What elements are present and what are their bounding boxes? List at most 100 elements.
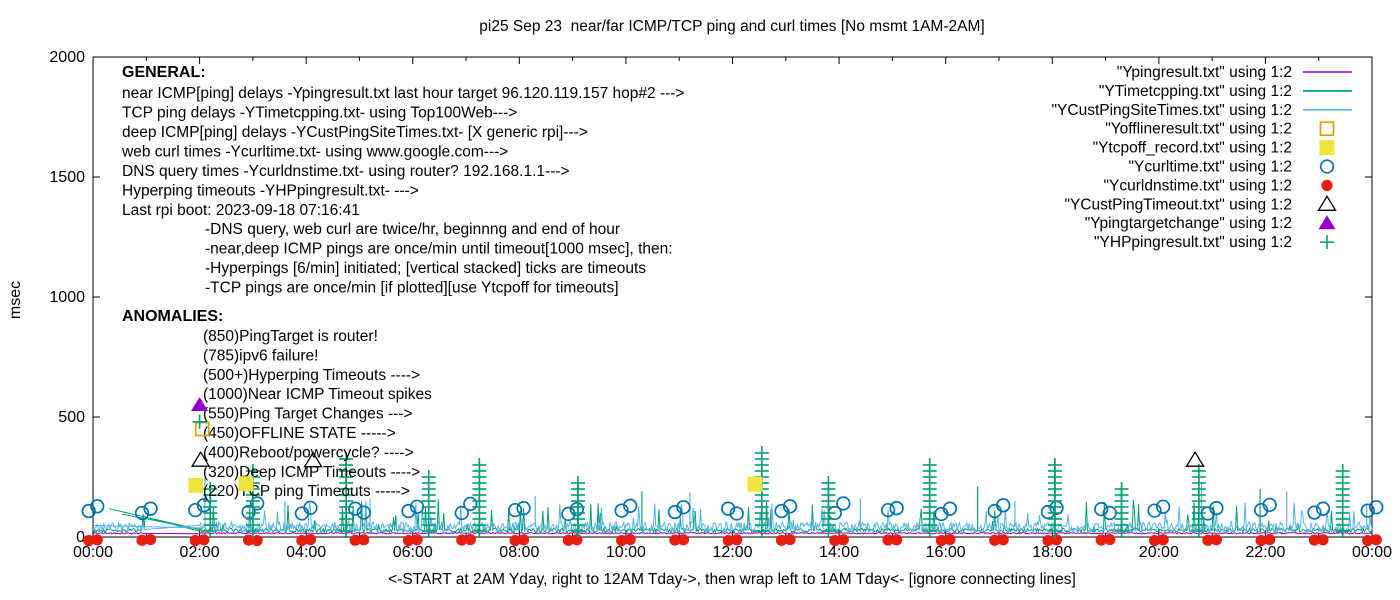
circle-open-marker [1209, 501, 1224, 516]
y-tick-label: 0 [76, 529, 85, 546]
annotation-text: near ICMP[ping] delays -Ypingresult.txt … [121, 85, 685, 500]
general-line: Last rpi boot: 2023-09-18 07:16:41 [122, 202, 360, 219]
circle-filled-marker [882, 534, 894, 546]
circle-filled-marker [517, 534, 530, 546]
anomaly-line: (850)PingTarget is router! [203, 328, 378, 345]
y-tick-label: 1000 [49, 289, 85, 306]
circle-filled-marker [144, 534, 157, 546]
x-tick-label: 00:00 [1352, 544, 1392, 561]
circle-filled-marker [91, 534, 103, 546]
circle-filled-marker [677, 534, 690, 546]
circle-filled-marker [784, 534, 796, 546]
legend-label: "YCustPingSiteTimes.txt" using 1:2 [1052, 102, 1292, 119]
circle-open-marker [676, 500, 691, 515]
square-filled-marker [238, 476, 254, 492]
x-tick-label: 00:00 [73, 544, 113, 561]
circle-filled-marker [624, 534, 636, 546]
triangle-open-marker [1317, 195, 1337, 211]
circle-open-marker [667, 504, 683, 520]
circle-open-marker [454, 505, 469, 521]
legend-label: "YCustPingTimeout.txt" using 1:2 [1064, 196, 1292, 213]
circle-filled-marker [989, 534, 1001, 546]
y-tick-label: 1500 [49, 169, 85, 186]
circle-filled-marker [189, 534, 201, 547]
circle-filled-marker [1264, 534, 1276, 546]
circle-open-marker [1369, 500, 1384, 515]
circle-filled-marker [358, 534, 370, 546]
circle-open-marker [836, 496, 851, 511]
circle-filled-marker [571, 534, 583, 546]
circle-filled-marker [1362, 534, 1374, 547]
circle-filled-marker [296, 534, 308, 547]
circle-filled-marker [669, 534, 681, 546]
circle-filled-marker [349, 534, 361, 546]
circle-filled-marker [997, 534, 1009, 546]
anomaly-line: (400)Reboot/powercycle? ----> [203, 444, 414, 461]
legend-label: "Ytcpoff_record.txt" using 1:2 [1093, 140, 1292, 157]
circle-open-marker [614, 503, 629, 518]
circle-filled-marker [509, 534, 521, 547]
circle-open-marker [1155, 499, 1171, 514]
series-line [92, 531, 1372, 535]
circle-open-marker [996, 498, 1011, 513]
x-tick-label: 12:00 [712, 544, 752, 561]
circle-filled-marker [198, 534, 210, 546]
circle-open-marker [303, 500, 318, 515]
circle-open-marker [1307, 505, 1322, 520]
circle-filled-marker [837, 534, 849, 546]
circle-open-marker [81, 503, 96, 519]
legend-label: "Ycurldnstime.txt" using 1:2 [1104, 177, 1292, 194]
circle-filled-marker [944, 534, 956, 546]
circle-open-marker [782, 499, 798, 514]
triangle-open-marker [303, 451, 323, 468]
general-heading: GENERAL: [122, 64, 206, 81]
circle-open-marker [1094, 502, 1109, 517]
circle-filled-marker [251, 534, 263, 547]
circle-open-marker [90, 499, 105, 514]
anomaly-line: (785)ipv6 failure! [203, 347, 318, 364]
y-tick-label: 2000 [49, 49, 85, 66]
anomaly-line: (450)OFFLINE STATE -----> [203, 425, 396, 442]
circle-filled-marker [1317, 534, 1329, 546]
circle-filled-marker [1210, 534, 1222, 546]
series-line [92, 500, 1373, 534]
x-tick-label: 08:00 [499, 544, 539, 561]
circle-open-marker [880, 502, 896, 518]
legend-label: "YHPpingresult.txt" using 1:2 [1094, 234, 1292, 251]
general-line: Hyperping timeouts -YHPpingresult.txt- -… [122, 183, 419, 200]
circle-open-marker [774, 503, 789, 519]
square-filled-marker [188, 477, 204, 493]
circle-filled-marker [775, 534, 788, 546]
anomaly-markers [188, 397, 1205, 493]
circle-filled-marker [1370, 534, 1382, 546]
x-tick-label: 20:00 [1139, 544, 1179, 561]
legend-label: "Ypingresult.txt" using 1:2 [1117, 64, 1292, 81]
general-line: near ICMP[ping] delays -Ypingresult.txt … [122, 85, 685, 102]
general-line: web curl times -Ycurltime.txt- using www… [121, 144, 508, 161]
circle-open-marker [348, 501, 363, 516]
circle-open-marker [401, 503, 416, 519]
circle-open-marker [1315, 501, 1331, 516]
general-note-line: -TCP pings are once/min [if plotted][use… [205, 280, 619, 297]
connector-line [94, 524, 201, 529]
circle-open-marker [942, 501, 958, 516]
circle-filled-marker [935, 534, 948, 547]
general-note-line: -Hyperpings [6/min] initiated; [vertical… [205, 260, 646, 277]
circle-filled-marker [411, 534, 423, 546]
x-axis-label: <-START at 2AM Yday, right to 12AM Tday-… [388, 571, 1076, 588]
circle-open-marker [889, 501, 904, 516]
general-note-line: -near,deep ICMP pings are once/min until… [205, 241, 673, 258]
square-filled-marker [1319, 140, 1335, 156]
x-tick-label: 16:00 [926, 544, 966, 561]
triangle-filled-marker [191, 397, 209, 411]
circle-filled-marker [1157, 534, 1169, 546]
y-axis-label: msec [7, 281, 24, 319]
circle-filled-marker [616, 534, 628, 547]
circle-filled-marker [562, 534, 574, 546]
circle-open-marker [561, 506, 576, 522]
circle-filled-marker [304, 534, 317, 546]
x-tick-label: 14:00 [819, 544, 859, 561]
x-tick-label: 02:00 [180, 544, 220, 561]
y-tick-label: 500 [58, 409, 85, 426]
